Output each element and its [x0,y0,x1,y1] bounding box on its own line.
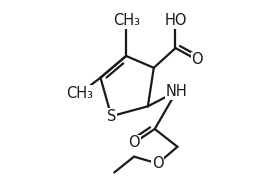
Text: O: O [152,156,164,171]
Text: NH: NH [165,84,187,99]
Text: S: S [107,109,116,124]
Text: CH₃: CH₃ [66,86,93,101]
Text: HO: HO [164,13,187,28]
Text: O: O [128,135,140,150]
Text: O: O [192,52,203,67]
Text: CH₃: CH₃ [113,13,140,28]
